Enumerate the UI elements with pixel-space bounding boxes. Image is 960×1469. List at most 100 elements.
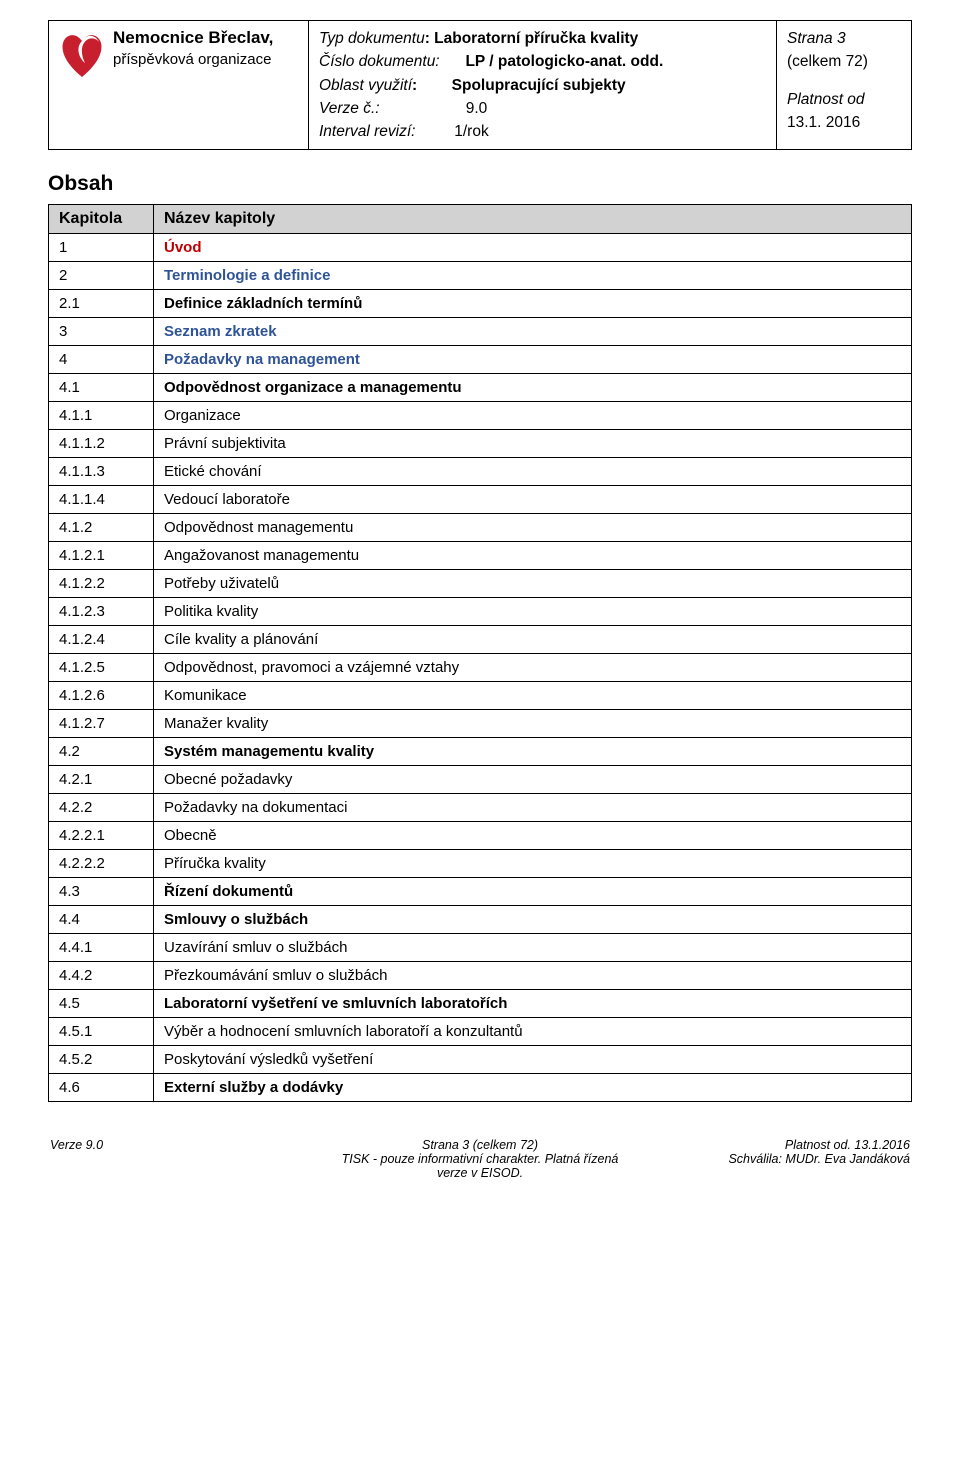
toc-chapter-title: Externí služby a dodávky (154, 1074, 912, 1102)
toc-header-kapitola: Kapitola (49, 205, 154, 234)
doc-area-value: Spolupracující subjekty (452, 77, 626, 94)
toc-chapter-title: Požadavky na dokumentaci (154, 794, 912, 822)
toc-chapter-number: 4.2.2 (49, 794, 154, 822)
heart-logo-icon (59, 29, 105, 79)
toc-chapter-title: Přezkoumávání smluv o službách (154, 962, 912, 990)
toc-chapter-title: Organizace (154, 402, 912, 430)
toc-chapter-number: 2.1 (49, 290, 154, 318)
toc-chapter-title[interactable]: Požadavky na management (154, 346, 912, 374)
toc-row: 4.5.1Výběr a hodnocení smluvních laborat… (49, 1018, 912, 1046)
doc-type-value: Laboratorní příručka kvality (434, 30, 638, 47)
doc-type-label: Typ dokumentu (319, 30, 425, 47)
toc-chapter-title: Obecně (154, 822, 912, 850)
toc-chapter-title: Systém managementu kvality (154, 738, 912, 766)
toc-chapter-number: 4.1.1 (49, 402, 154, 430)
toc-chapter-title: Cíle kvality a plánování (154, 626, 912, 654)
toc-chapter-title: Výběr a hodnocení smluvních laboratoří a… (154, 1018, 912, 1046)
toc-row: 4.1.2.4Cíle kvality a plánování (49, 626, 912, 654)
toc-row: 4Požadavky na management (49, 346, 912, 374)
toc-chapter-number: 4.4 (49, 906, 154, 934)
toc-chapter-number: 4.1.2.1 (49, 542, 154, 570)
toc-chapter-number: 4.2.2.2 (49, 850, 154, 878)
toc-chapter-title: Laboratorní vyšetření ve smluvních labor… (154, 990, 912, 1018)
org-title: Nemocnice Břeclav, (113, 27, 298, 50)
toc-chapter-number: 4.1.2.6 (49, 682, 154, 710)
toc-chapter-title: Smlouvy o službách (154, 906, 912, 934)
toc-chapter-title: Obecné požadavky (154, 766, 912, 794)
toc-row: 4.1.1Organizace (49, 402, 912, 430)
toc-chapter-title: Potřeby uživatelů (154, 570, 912, 598)
org-subtitle: příspěvková organizace (113, 50, 298, 70)
toc-chapter-title: Poskytování výsledků vyšetření (154, 1046, 912, 1074)
toc-chapter-title: Manažer kvality (154, 710, 912, 738)
toc-chapter-number: 4.1.2.5 (49, 654, 154, 682)
toc-chapter-number: 4.1 (49, 374, 154, 402)
toc-chapter-number: 4.4.2 (49, 962, 154, 990)
toc-row: 4.2.1Obecné požadavky (49, 766, 912, 794)
toc-chapter-number: 4.5.2 (49, 1046, 154, 1074)
toc-chapter-number: 4.1.2 (49, 514, 154, 542)
toc-row: 4.5.2Poskytování výsledků vyšetření (49, 1046, 912, 1074)
toc-chapter-number: 4.5.1 (49, 1018, 154, 1046)
doc-num-label: Číslo dokumentu: (319, 53, 440, 70)
toc-chapter-number: 4.1.1.4 (49, 486, 154, 514)
toc-chapter-number: 4.1.2.2 (49, 570, 154, 598)
page-number: Strana 3 (787, 27, 901, 50)
toc-row: 4.3Řízení dokumentů (49, 878, 912, 906)
toc-row: 4.1.2.3Politika kvality (49, 598, 912, 626)
toc-row: 4.4Smlouvy o službách (49, 906, 912, 934)
toc-chapter-title: Příručka kvality (154, 850, 912, 878)
toc-chapter-number: 4.6 (49, 1074, 154, 1102)
toc-row: 4.1.2.6Komunikace (49, 682, 912, 710)
document-header: Nemocnice Břeclav, příspěvková organizac… (48, 20, 912, 150)
toc-chapter-number: 4.2.2.1 (49, 822, 154, 850)
toc-row: 4.6Externí služby a dodávky (49, 1074, 912, 1102)
page-total: (celkem 72) (787, 50, 901, 73)
valid-from-label: Platnost od (787, 88, 901, 111)
section-title-obsah: Obsah (48, 172, 912, 196)
toc-row: 4.1Odpovědnost organizace a managementu (49, 374, 912, 402)
footer-approved: Schválila: MUDr. Eva Jandáková (623, 1152, 910, 1166)
toc-chapter-title[interactable]: Úvod (154, 234, 912, 262)
toc-table: Kapitola Název kapitoly 1Úvod2Terminolog… (48, 204, 912, 1102)
toc-chapter-number: 1 (49, 234, 154, 262)
toc-row: 4.4.2Přezkoumávání smluv o službách (49, 962, 912, 990)
toc-row: 4.1.1.2Právní subjektivita (49, 430, 912, 458)
toc-chapter-title: Politika kvality (154, 598, 912, 626)
toc-chapter-number: 4.4.1 (49, 934, 154, 962)
footer-valid: Platnost od. 13.1.2016 (623, 1138, 910, 1152)
toc-row: 3Seznam zkratek (49, 318, 912, 346)
toc-row: 4.2Systém managementu kvality (49, 738, 912, 766)
toc-chapter-title[interactable]: Seznam zkratek (154, 318, 912, 346)
toc-chapter-number: 4.5 (49, 990, 154, 1018)
doc-interval-value: 1/rok (454, 123, 488, 140)
toc-chapter-number: 4.1.2.7 (49, 710, 154, 738)
toc-chapter-number: 4.1.2.4 (49, 626, 154, 654)
toc-chapter-number: 4 (49, 346, 154, 374)
toc-chapter-title: Právní subjektivita (154, 430, 912, 458)
toc-chapter-title: Odpovědnost managementu (154, 514, 912, 542)
toc-chapter-title: Řízení dokumentů (154, 878, 912, 906)
toc-row: 2Terminologie a definice (49, 262, 912, 290)
doc-version-label: Verze č.: (319, 100, 380, 117)
toc-chapter-number: 4.1.1.2 (49, 430, 154, 458)
toc-chapter-number: 4.2 (49, 738, 154, 766)
toc-chapter-number: 3 (49, 318, 154, 346)
toc-row: 4.5Laboratorní vyšetření ve smluvních la… (49, 990, 912, 1018)
footer-print-note: TISK - pouze informativní charakter. Pla… (337, 1152, 624, 1180)
toc-chapter-title: Vedoucí laboratoře (154, 486, 912, 514)
toc-row: 4.1.2Odpovědnost managementu (49, 514, 912, 542)
toc-chapter-number: 4.1.2.3 (49, 598, 154, 626)
toc-chapter-title: Uzavírání smluv o službách (154, 934, 912, 962)
doc-version-value: 9.0 (466, 100, 488, 117)
header-org-cell: Nemocnice Břeclav, příspěvková organizac… (49, 21, 309, 150)
doc-area-label: Oblast využití (319, 77, 412, 94)
toc-chapter-number: 4.2.1 (49, 766, 154, 794)
toc-chapter-number: 2 (49, 262, 154, 290)
toc-chapter-title[interactable]: Terminologie a definice (154, 262, 912, 290)
toc-row: 4.1.1.4Vedoucí laboratoře (49, 486, 912, 514)
toc-row: 4.1.1.3Etické chování (49, 458, 912, 486)
toc-chapter-number: 4.3 (49, 878, 154, 906)
toc-chapter-number: 4.1.1.3 (49, 458, 154, 486)
toc-row: 4.1.2.2Potřeby uživatelů (49, 570, 912, 598)
